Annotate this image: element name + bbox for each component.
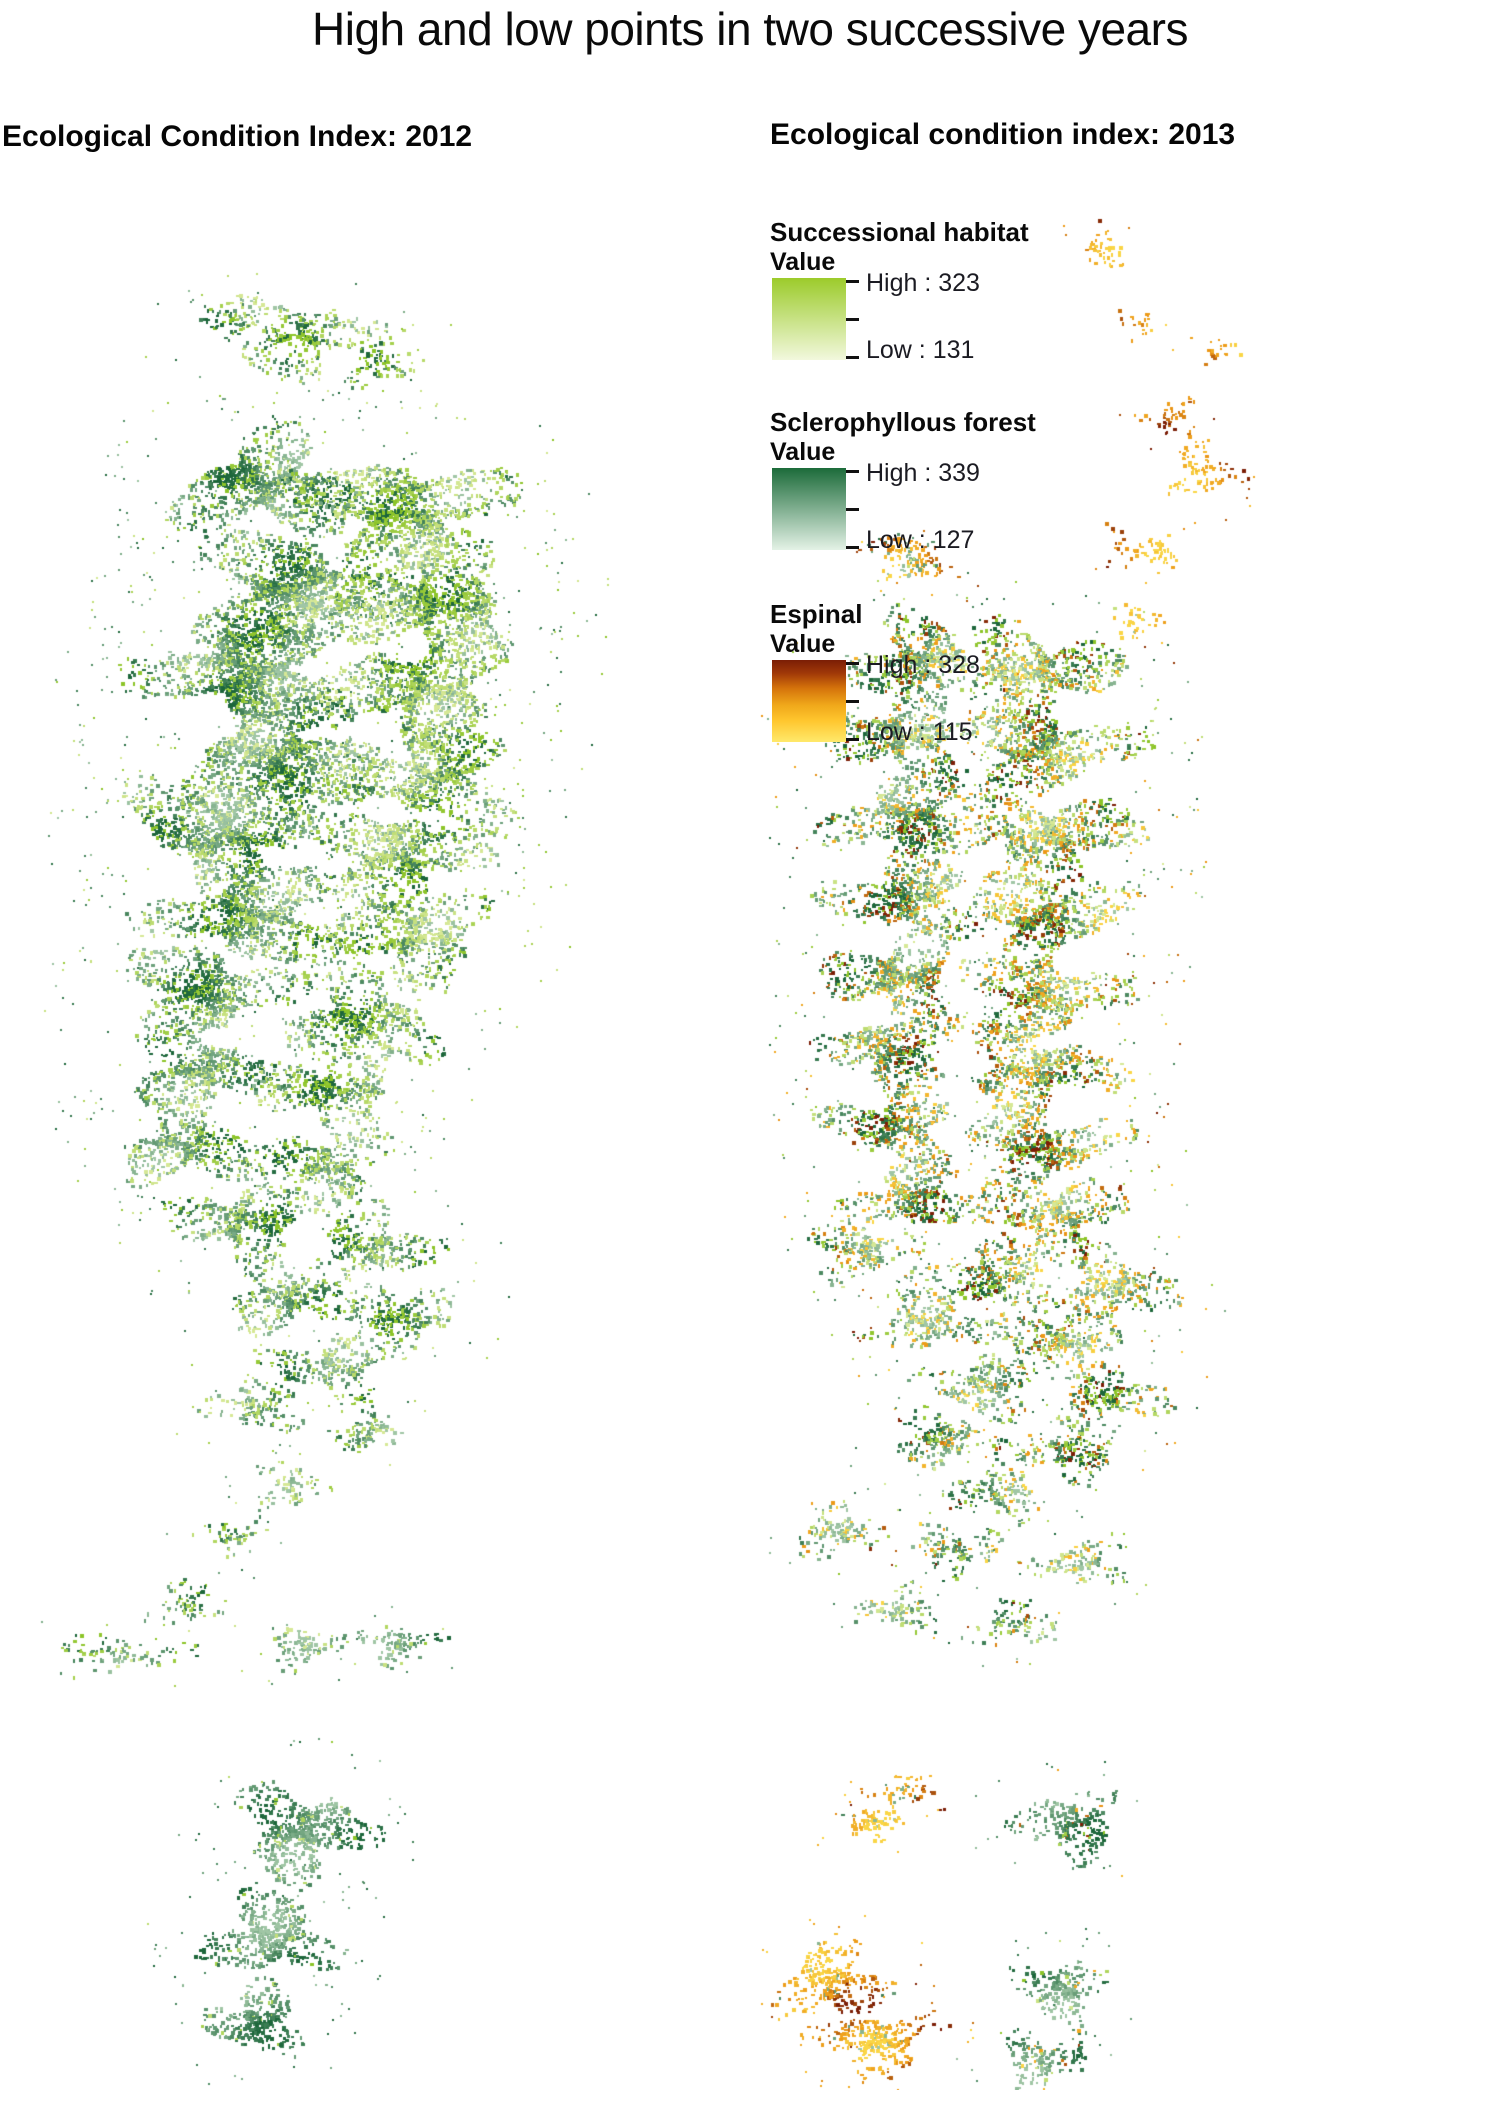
legend-value-label-espinal: Value: [770, 630, 836, 659]
legend-block-espinal: Espinal Value High : 328 Low : 115: [768, 599, 1118, 747]
legend-block-successional-habitat: Successional habitat Value High : 323 Lo…: [768, 217, 1118, 364]
legend-color-ramp-successional-habitat: [772, 278, 846, 361]
legend-ticks-sclerophyllous-forest: [846, 468, 860, 550]
legend-ticks-successional-habitat: [846, 278, 860, 360]
legend-tick-high-icon: [846, 280, 859, 284]
legend-tick-high-icon: [846, 470, 859, 474]
legend-ramp-row-espinal: High : 328 Low : 115: [768, 651, 1118, 746]
legend-block-sclerophyllous-forest: Sclerophyllous forest Value High : 339 L…: [768, 407, 1118, 554]
legend-labels-sclerophyllous-forest: High : 339 Low : 127: [866, 459, 1106, 555]
panel-heading-2012: Ecological Condition Index: 2012: [2, 120, 473, 153]
legend-title-sclerophyllous-forest: Sclerophyllous forest: [770, 407, 1036, 438]
map-canvas-2013: [740, 190, 1500, 2090]
legend-tick-high-icon: [846, 662, 859, 666]
panel-heading-2013: Ecological condition index: 2013: [770, 118, 1236, 151]
legend-value-label-successional-habitat: Value: [770, 248, 836, 277]
legend-tick-mid-icon: [846, 318, 859, 322]
legend-title-successional-habitat: Successional habitat: [770, 217, 1029, 247]
legend-tick-mid-icon: [846, 508, 859, 512]
legend-high-label-successional-habitat: High : 323: [866, 269, 980, 298]
legend-color-ramp-sclerophyllous-forest: [772, 468, 846, 551]
legend-value-label-sclerophyllous-forest: Value: [770, 438, 836, 467]
legend-tick-low-icon: [846, 738, 859, 742]
legend-tick-mid-icon: [846, 700, 859, 704]
legend-high-label-espinal: High : 328: [866, 651, 980, 680]
legend-ramp-row-successional-habitat: High : 323 Low : 131: [768, 269, 1118, 364]
legend-low-label-espinal: Low : 115: [866, 718, 973, 747]
legend-tick-low-icon: [846, 356, 859, 360]
map-legend: Successional habitat Value High : 323 Lo…: [768, 217, 1118, 752]
map-canvas-2012: [0, 190, 700, 2090]
figure-title: High and low points in two successive ye…: [312, 3, 1188, 55]
legend-title-espinal: Espinal: [770, 599, 863, 630]
legend-high-label-sclerophyllous-forest: High : 339: [866, 459, 980, 488]
legend-color-ramp-espinal: [772, 660, 846, 743]
legend-ramp-row-sclerophyllous-forest: High : 339 Low : 127: [768, 459, 1118, 554]
legend-tick-low-icon: [846, 546, 859, 550]
legend-ticks-espinal: [846, 660, 860, 742]
legend-labels-espinal: High : 328 Low : 115: [866, 651, 1106, 747]
legend-labels-successional-habitat: High : 323 Low : 131: [866, 269, 1106, 365]
legend-low-label-sclerophyllous-forest: Low : 127: [866, 526, 975, 555]
legend-low-label-successional-habitat: Low : 131: [866, 336, 975, 365]
